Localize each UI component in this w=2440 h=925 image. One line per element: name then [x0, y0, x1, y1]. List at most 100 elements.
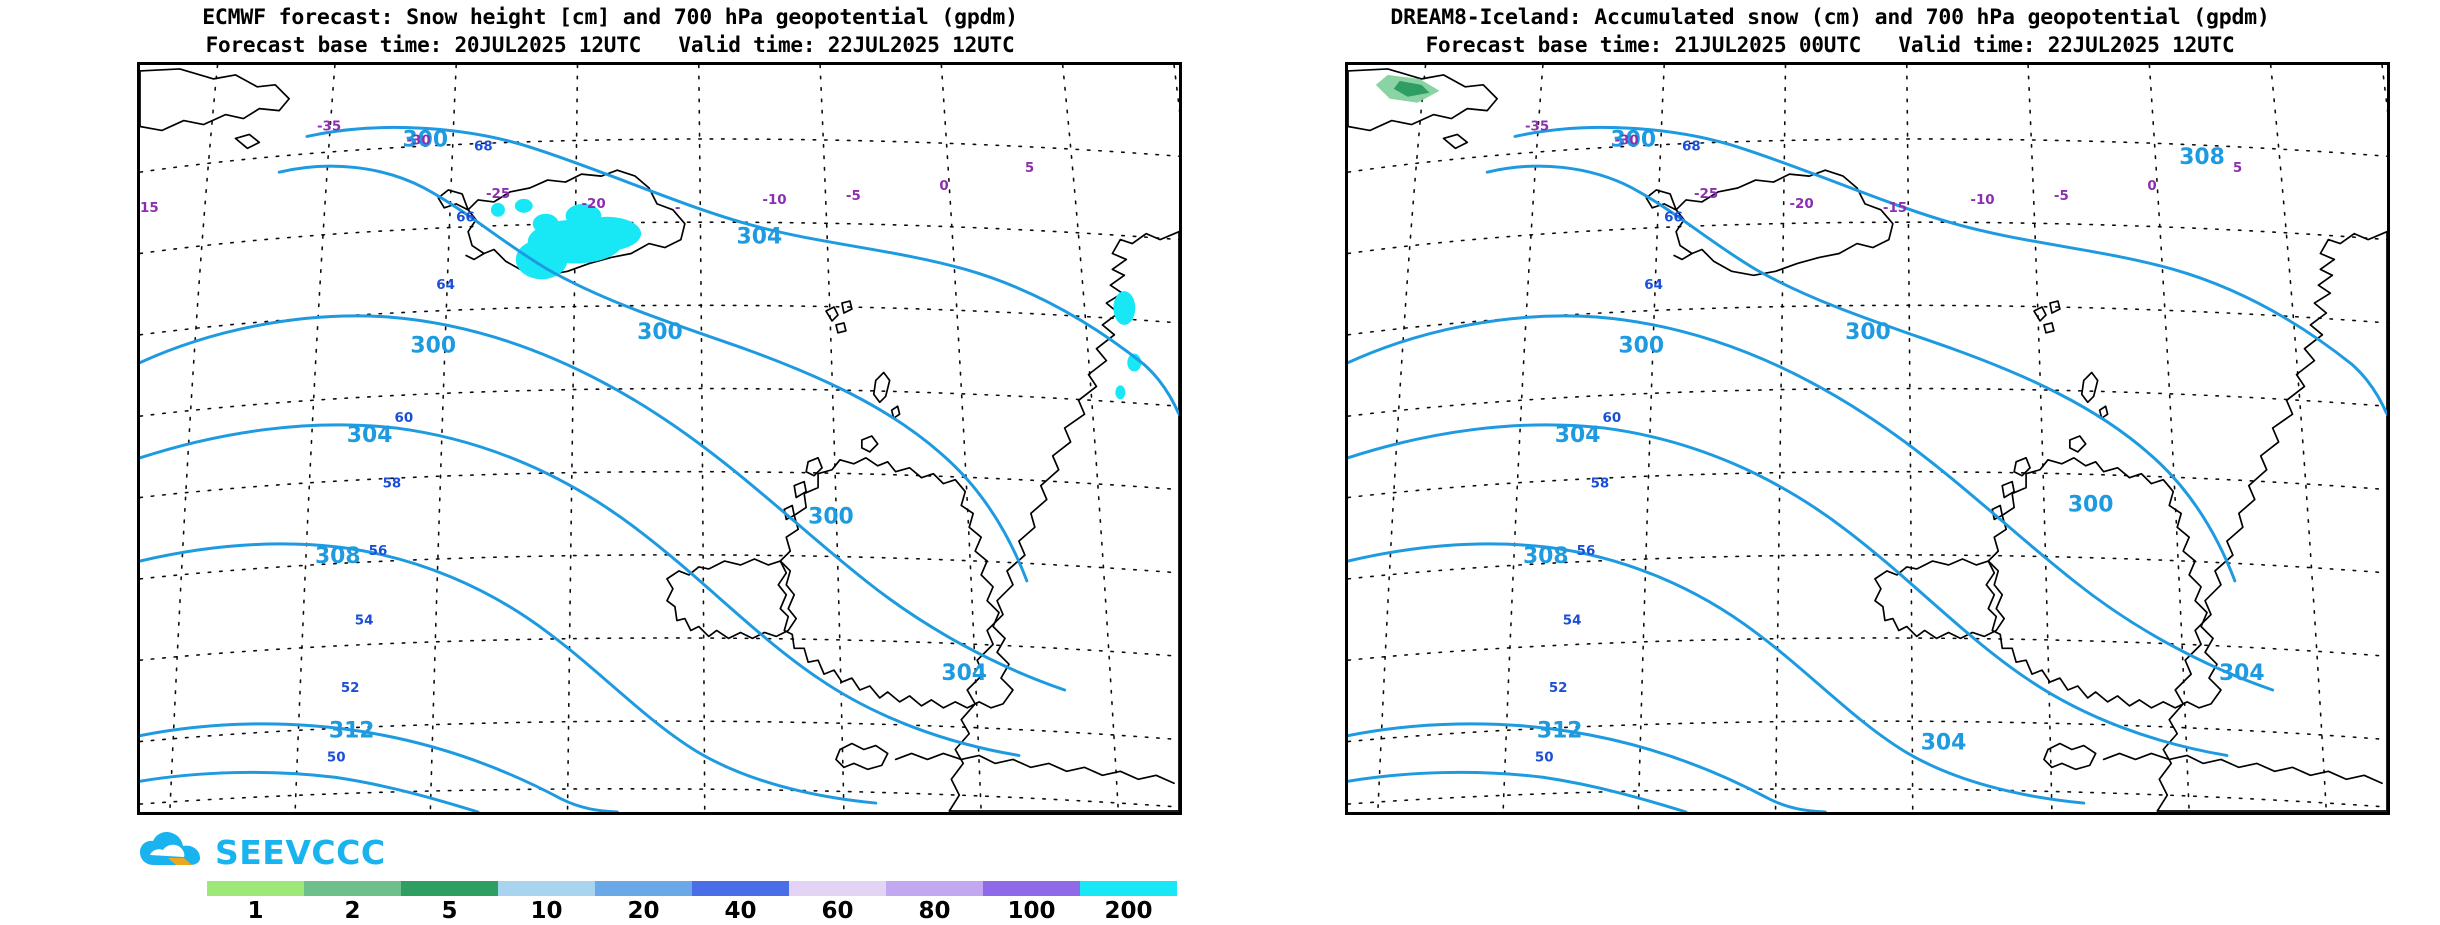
cloud-icon-left	[140, 831, 200, 865]
svg-text:-30: -30	[1614, 133, 1638, 148]
colorbar-tick: 200	[1104, 898, 1153, 924]
svg-text:-30: -30	[406, 133, 430, 148]
svg-text:52: 52	[341, 681, 360, 696]
latitude-labels-left: 68 66 64 60 58 56 54 52 50	[327, 139, 493, 765]
colorbar-strip-left	[207, 881, 1177, 896]
geopotential-contours-right	[1348, 125, 2387, 812]
map-canvas-left: 300 304 300 300 304 308 300 304 312 68 6…	[140, 65, 1179, 812]
colorbar-tick: 20	[627, 898, 660, 924]
colorbar-cell	[983, 881, 1080, 896]
contour-labels-right: 300 308 300 300 304 308 300 304 304 312	[1523, 127, 2265, 755]
svg-text:304: 304	[1555, 423, 1601, 448]
svg-text:304: 304	[2219, 661, 2265, 686]
graticule-meridians-right	[1377, 65, 2387, 812]
colorbar-cell	[789, 881, 886, 896]
colorbar-cell	[207, 881, 304, 896]
colorbar-cell	[304, 881, 401, 896]
colorbar-cell	[498, 881, 595, 896]
snow-shading-right	[1375, 74, 1440, 103]
svg-text:300: 300	[1618, 334, 1664, 359]
svg-text:304: 304	[737, 225, 783, 250]
panel-title-block-right: DREAM8-Iceland: Accumulated snow (cm) an…	[1220, 4, 2440, 60]
svg-text:54: 54	[355, 614, 374, 629]
svg-text:58: 58	[1591, 477, 1610, 492]
svg-text:-15: -15	[1883, 201, 1907, 216]
map-canvas-right: 300 308 300 300 304 308 300 304 304 312 …	[1348, 65, 2387, 812]
colorbar-ticks-left: 1 2 5 10 20 40 60 80 100 200	[207, 896, 1177, 924]
svg-text:300: 300	[1845, 320, 1891, 345]
svg-text:64: 64	[436, 278, 455, 293]
panel-title-line2-left: Forecast base time: 20JUL2025 12UTC Vali…	[205, 33, 1015, 58]
svg-text:304: 304	[1921, 731, 1967, 756]
map-frame-left[interactable]: 300 304 300 300 304 308 300 304 312 68 6…	[137, 62, 1182, 815]
svg-text:-20: -20	[1789, 197, 1813, 212]
panel-title-line1-right: DREAM8-Iceland: Accumulated snow (cm) an…	[1390, 5, 2270, 30]
colorbar-left: 1 2 5 10 20 40 60 80 100 200	[207, 881, 1177, 925]
svg-text:-20: -20	[581, 197, 605, 212]
svg-text:52: 52	[1549, 681, 1568, 696]
longitude-labels-right: -35 -30 -25 -20 -15 -10 -5 0 5	[1525, 119, 2242, 215]
svg-text:50: 50	[1535, 750, 1554, 765]
svg-text:304: 304	[347, 423, 393, 448]
svg-text:308: 308	[315, 544, 361, 569]
latitude-labels-right: 68 66 64 60 58 56 54 52 50	[1535, 139, 1701, 765]
svg-text:5: 5	[2233, 161, 2242, 176]
coastlines-left	[140, 68, 1179, 812]
svg-text:56: 56	[369, 544, 388, 559]
colorbar-tick: 40	[724, 898, 757, 924]
svg-text:68: 68	[1682, 139, 1701, 154]
panel-title-line2-right: Forecast base time: 21JUL2025 00UTC Vali…	[1425, 33, 2235, 58]
colorbar-tick: 1	[247, 898, 264, 924]
colorbar-cell	[1080, 881, 1177, 896]
coastlines-right	[1348, 68, 2387, 812]
graticule-meridians-left	[169, 65, 1179, 812]
colorbar-cell	[595, 881, 692, 896]
svg-text:0: 0	[939, 179, 948, 194]
svg-text:-25: -25	[1694, 187, 1718, 202]
map-frame-right[interactable]: 300 308 300 300 304 308 300 304 304 312 …	[1345, 62, 2390, 815]
panel-title-line1-left: ECMWF forecast: Snow height [cm] and 700…	[202, 5, 1018, 30]
geopotential-contours-left	[140, 125, 1179, 812]
svg-text:66: 66	[456, 211, 475, 226]
svg-text:300: 300	[2068, 492, 2114, 517]
svg-text:312: 312	[329, 719, 375, 744]
svg-text:54: 54	[1563, 614, 1582, 629]
svg-text:-35: -35	[317, 119, 341, 134]
svg-text:50: 50	[327, 750, 346, 765]
svg-text:308: 308	[1523, 544, 1569, 569]
svg-text:300: 300	[410, 334, 456, 359]
svg-text:-10: -10	[762, 193, 786, 208]
svg-text:300: 300	[637, 320, 683, 345]
colorbar-cell	[401, 881, 498, 896]
panel-dream8: DREAM8-Iceland: Accumulated snow (cm) an…	[1220, 0, 2440, 925]
svg-text:60: 60	[1603, 411, 1622, 426]
svg-text:-5: -5	[2054, 189, 2069, 204]
svg-text:68: 68	[474, 139, 493, 154]
colorbar-tick: 10	[530, 898, 563, 924]
svg-text:300: 300	[1610, 127, 1656, 152]
colorbar-tick: 2	[344, 898, 361, 924]
colorbar-tick: 100	[1007, 898, 1056, 924]
panel-title-block-left: ECMWF forecast: Snow height [cm] and 700…	[0, 4, 1220, 60]
svg-text:308: 308	[2179, 145, 2225, 170]
colorbar-tick: 60	[821, 898, 854, 924]
colorbar-cell	[692, 881, 789, 896]
graticule-parallels-right	[1348, 138, 2387, 808]
svg-text:-10: -10	[1970, 193, 1994, 208]
svg-text:-25: -25	[486, 187, 510, 202]
svg-text:300: 300	[808, 504, 854, 529]
svg-text:0: 0	[2147, 179, 2156, 194]
logo-text-left: SEEVCCC	[215, 832, 386, 872]
contour-labels-left: 300 304 300 300 304 308 300 304 312	[315, 127, 987, 743]
svg-text:66: 66	[1664, 211, 1683, 226]
colorbar-tick: 80	[918, 898, 951, 924]
snow-shading-left	[490, 198, 642, 280]
svg-text:5: 5	[1025, 161, 1034, 176]
svg-text:-5: -5	[846, 189, 861, 204]
svg-text:60: 60	[395, 411, 414, 426]
svg-text:64: 64	[1644, 278, 1663, 293]
colorbar-cell	[886, 881, 983, 896]
svg-text:-35: -35	[1525, 119, 1549, 134]
svg-text:312: 312	[1537, 719, 1583, 744]
